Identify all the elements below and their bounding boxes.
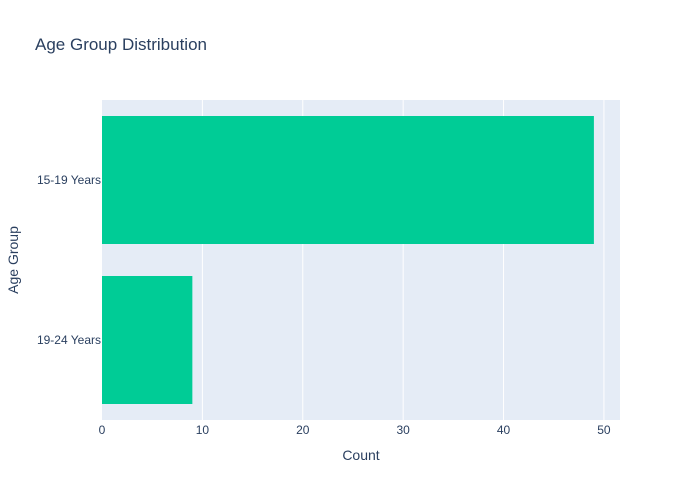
bar bbox=[102, 116, 594, 244]
y-tick-label: 19-24 Years bbox=[37, 333, 101, 347]
x-tick-label: 10 bbox=[196, 423, 210, 437]
x-tick-label: 0 bbox=[99, 423, 106, 437]
chart-title: Age Group Distribution bbox=[35, 35, 207, 54]
x-axis-ticks: 0 10 20 30 40 50 bbox=[99, 423, 611, 437]
bars bbox=[102, 116, 594, 404]
bar bbox=[102, 276, 193, 404]
x-axis-title: Count bbox=[342, 447, 379, 463]
x-tick-label: 50 bbox=[597, 423, 611, 437]
x-tick-label: 40 bbox=[497, 423, 511, 437]
y-tick-label: 15-19 Years bbox=[37, 173, 101, 187]
x-tick-label: 20 bbox=[296, 423, 310, 437]
x-tick-label: 30 bbox=[396, 423, 410, 437]
y-axis-ticks: 15-19 Years 19-24 Years bbox=[37, 173, 101, 347]
y-axis-title: Age Group bbox=[5, 226, 21, 294]
